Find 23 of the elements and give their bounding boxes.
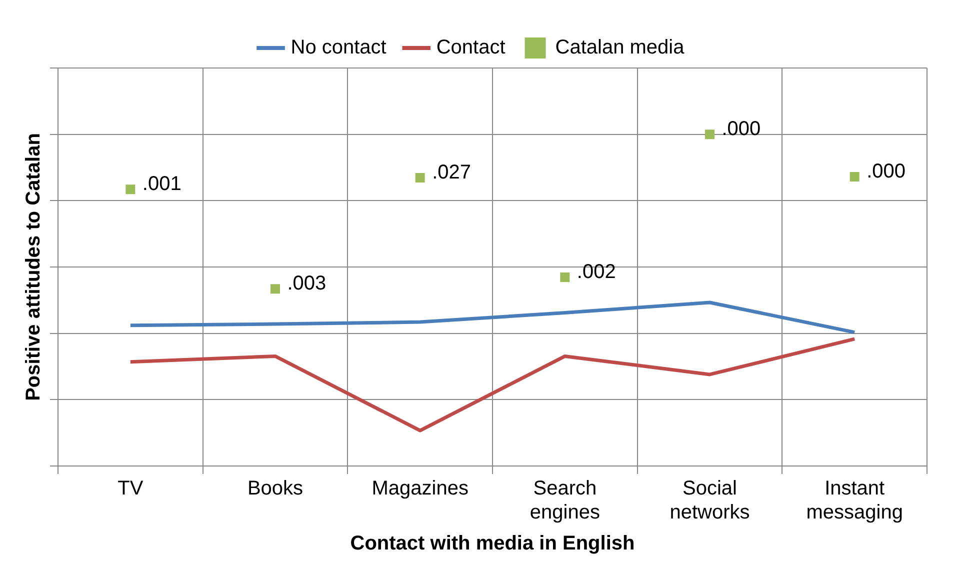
annotation: .001: [142, 172, 182, 195]
x-tick-label: Books: [247, 478, 304, 500]
point: [705, 130, 714, 140]
x-tick-label: TV: [118, 478, 144, 500]
point: [126, 184, 136, 194]
annotation: .000: [722, 118, 761, 140]
point: [850, 172, 860, 182]
point: [415, 173, 425, 183]
x-axis-title: Contact with media in English: [350, 532, 635, 555]
annotation: .000: [866, 160, 906, 182]
annotation: .027: [432, 161, 472, 184]
legend-label: Catalan media: [555, 36, 686, 59]
y-axis-title: Positive attitudes to Catalan: [22, 133, 45, 401]
legend-label: No contact: [290, 36, 387, 59]
x-tick-label: Search engines: [530, 478, 600, 524]
point: [560, 272, 570, 282]
legend-label: Contact: [436, 36, 506, 59]
x-tick-label: Instant messaging: [806, 478, 903, 524]
annotation: .003: [287, 272, 326, 294]
point: [270, 284, 280, 294]
annotation: .002: [576, 260, 616, 283]
x-tick-label: Magazines: [372, 478, 468, 500]
x-tick-label: Social networks: [670, 478, 750, 524]
